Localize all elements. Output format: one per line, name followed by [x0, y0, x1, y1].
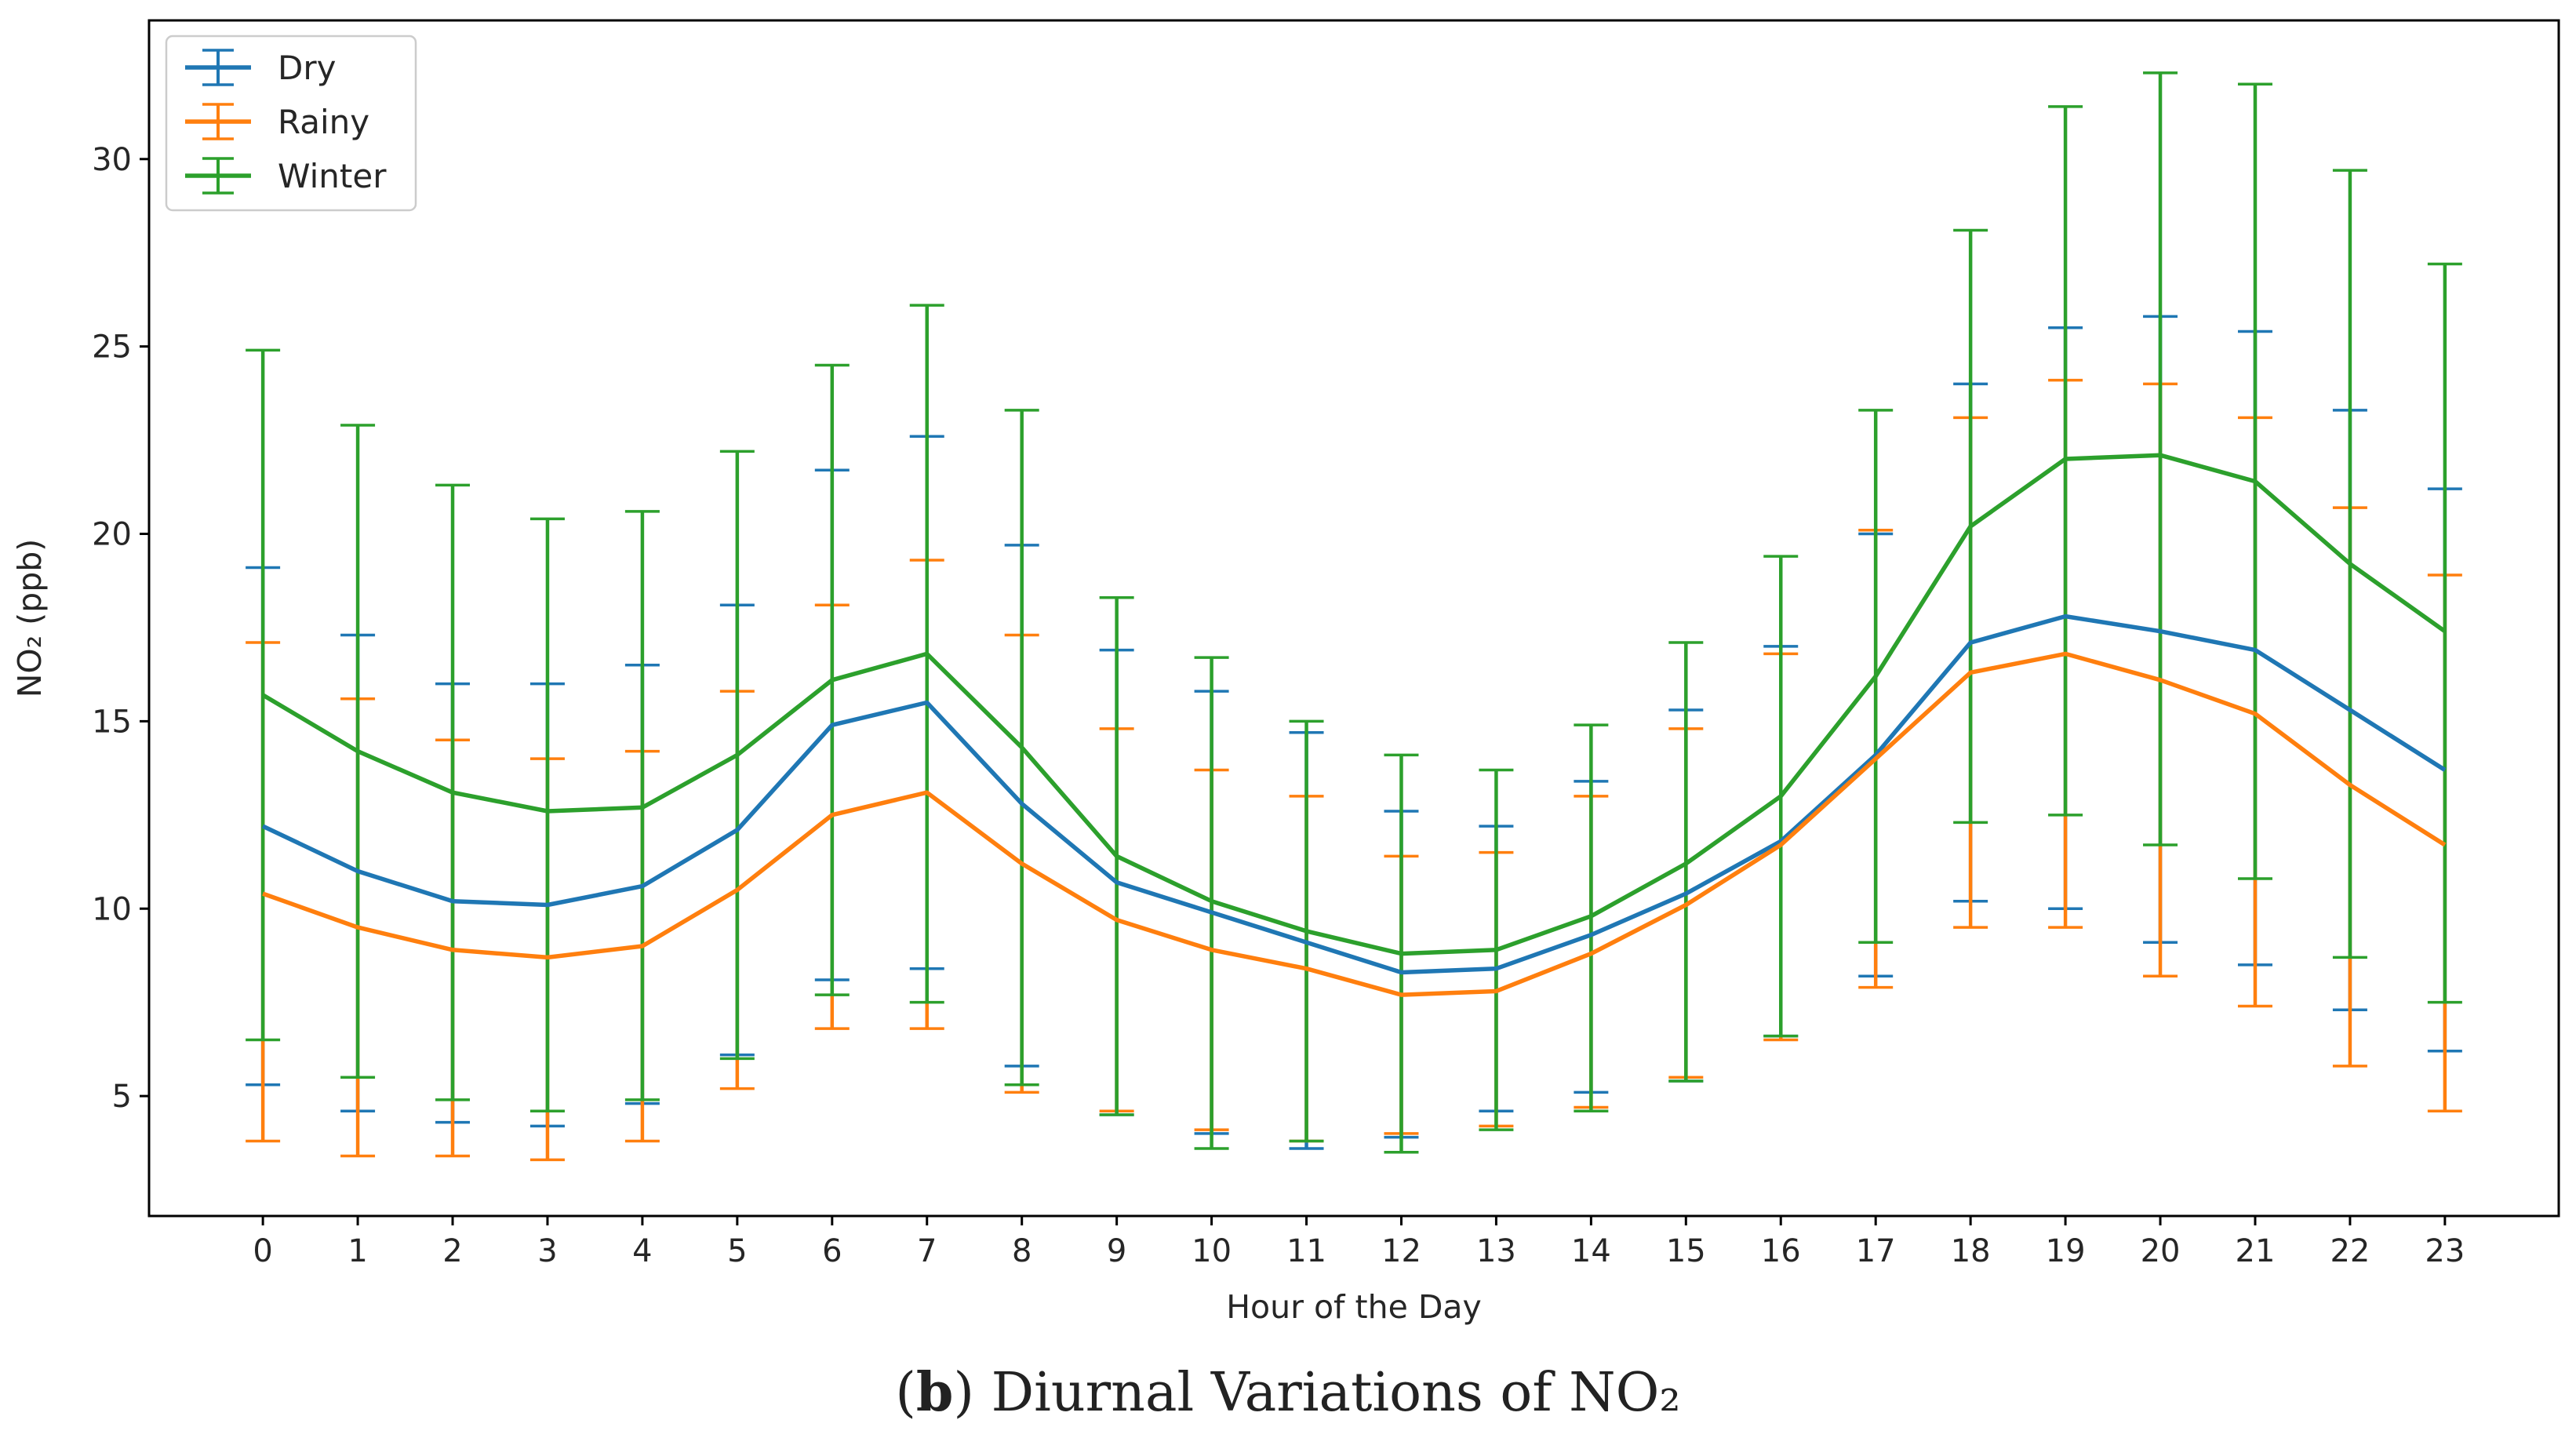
legend: Dry Rainy Winter: [165, 35, 417, 212]
x-tick-label-19: 19: [2046, 1233, 2086, 1269]
legend-label-rainy: Rainy: [278, 103, 369, 141]
caption-text: Diurnal Variations of NO₂: [991, 1362, 1681, 1424]
x-tick-label-22: 22: [2330, 1233, 2370, 1269]
x-tick-label-10: 10: [1192, 1233, 1232, 1269]
y-tick-label-5: 5: [112, 1079, 132, 1115]
x-tick-label-9: 9: [1107, 1233, 1126, 1269]
series-lines-layer: [261, 453, 2447, 997]
caption-panel-letter: b: [915, 1361, 954, 1424]
figure-caption: (b) Diurnal Variations of NO₂: [0, 1361, 2576, 1424]
y-axis-label: NO₂ (ppb): [11, 539, 49, 697]
x-tick-label-21: 21: [2236, 1233, 2276, 1269]
x-tick-label-1: 1: [347, 1233, 367, 1269]
x-tick-label-12: 12: [1381, 1233, 1421, 1269]
x-tick-label-6: 6: [822, 1233, 842, 1269]
y-axis-ticks: 5 10 15 20 25 30: [92, 142, 149, 1115]
dry-series-line: [261, 613, 2447, 975]
y-tick-label-15: 15: [92, 704, 132, 740]
x-axis-ticks: 0 1 2 3 4 5 6 7 8 9 10 11 12 13 14 15 16 17 18 19 20 21 22 23: [253, 1216, 2465, 1269]
x-tick-label-16: 16: [1761, 1233, 1801, 1269]
x-tick-label-17: 17: [1856, 1233, 1896, 1269]
x-tick-label-14: 14: [1571, 1233, 1611, 1269]
legend-box: [165, 35, 417, 212]
x-tick-label-4: 4: [632, 1233, 652, 1269]
legend-label-dry: Dry: [278, 49, 336, 87]
x-tick-label-3: 3: [537, 1233, 557, 1269]
x-tick-label-20: 20: [2141, 1233, 2181, 1269]
x-tick-label-0: 0: [253, 1233, 272, 1269]
y-tick-label-20: 20: [92, 517, 132, 553]
rainy-series-line: [262, 651, 2447, 997]
x-tick-label-15: 15: [1666, 1233, 1706, 1269]
x-tick-label-5: 5: [727, 1233, 747, 1269]
y-tick-label-25: 25: [92, 329, 132, 366]
x-tick-label-18: 18: [1951, 1233, 1991, 1269]
x-tick-label-11: 11: [1286, 1233, 1326, 1269]
caption-close-paren: ): [953, 1362, 974, 1424]
caption-open-paren: (: [895, 1362, 916, 1424]
x-axis-label: Hour of the Day: [1226, 1288, 1482, 1326]
x-tick-label-13: 13: [1476, 1233, 1516, 1269]
legend-label-winter: Winter: [278, 157, 387, 195]
plot-frame: [147, 19, 2560, 1218]
x-tick-label-8: 8: [1012, 1233, 1031, 1269]
y-tick-label-30: 30: [92, 142, 132, 178]
x-tick-label-7: 7: [917, 1233, 937, 1269]
error-bars-layer: [246, 71, 2462, 1162]
y-tick-label-10: 10: [92, 891, 132, 927]
x-tick-label-2: 2: [442, 1233, 462, 1269]
x-tick-label-23: 23: [2425, 1233, 2465, 1269]
winter-series-line: [261, 453, 2447, 956]
